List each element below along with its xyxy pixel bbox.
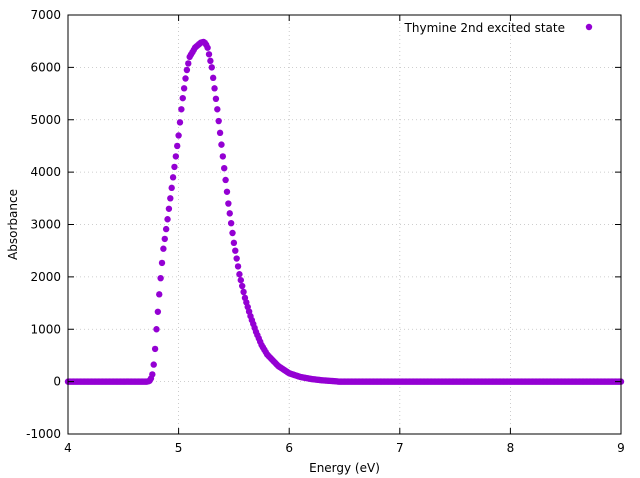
data-point [164,216,171,223]
data-point [219,153,227,160]
data-point [156,291,163,298]
data-point [171,163,178,171]
data-point [215,117,222,125]
data-point [175,132,182,139]
data-point [229,229,236,237]
data-point [221,165,228,172]
x-tick-label: 9 [617,441,625,455]
data-point [216,129,224,137]
data-point [151,345,159,353]
data-point [183,66,191,74]
x-axis-label: Energy (eV) [309,461,380,475]
data-point [169,174,177,181]
data-point [182,75,189,82]
data-point [153,326,160,333]
data-point [207,57,214,65]
legend: Thymine 2nd excited state [404,21,593,35]
x-tick-label: 7 [396,441,404,455]
y-tick-label: 1000 [30,322,61,336]
data-point [176,119,184,126]
data-point [212,95,220,103]
data-point [174,142,181,150]
data-marks [64,38,625,385]
y-axis-label: Absorbance [6,189,20,260]
data-point [232,247,239,254]
x-tick-label: 8 [507,441,515,455]
data-point [160,245,167,252]
data-point [205,51,213,58]
data-point [222,176,229,184]
legend-label: Thymine 2nd excited state [404,21,565,35]
data-point [236,271,243,278]
data-point [154,308,162,315]
y-tick-label: 4000 [30,165,61,179]
data-point [158,259,166,267]
data-point [150,361,157,368]
y-tick-label: 5000 [30,113,61,127]
data-point [208,64,215,71]
legend-marker [585,23,593,31]
data-point [223,188,231,195]
data-point [218,141,225,148]
data-point [214,106,221,113]
data-point [179,94,186,102]
y-tick-labels: -1000 0 1000 2000 3000 4000 5000 6000 7000 [26,8,61,441]
data-point [167,195,174,202]
data-point [157,274,164,282]
data-point [180,85,188,92]
y-tick-label: 6000 [30,60,61,74]
x-tick-label: 6 [285,441,293,455]
data-point [233,255,240,262]
axis-ticks [67,14,622,435]
data-point [234,263,242,270]
y-tick-label: -1000 [26,427,61,441]
data-point [162,225,170,233]
data-point [227,219,235,227]
data-point [240,288,247,296]
data-point [185,60,192,67]
data-point [211,85,218,92]
data-point [161,235,168,243]
data-point [204,44,211,51]
x-tick-label: 5 [175,441,183,455]
y-tick-label: 3000 [30,218,61,232]
y-tick-label: 7000 [30,8,61,22]
data-point [178,106,185,113]
x-tick-labels: 4 5 6 7 8 9 [64,441,625,455]
data-point [209,74,217,82]
y-tick-label: 0 [53,375,61,389]
data-point [239,282,246,290]
data-point [149,371,156,378]
x-tick-label: 4 [64,441,72,455]
data-point [237,276,245,284]
data-point [230,239,238,247]
y-tick-label: 2000 [30,270,61,284]
data-point [168,184,175,192]
data-point [226,210,233,217]
data-point [225,200,232,207]
data-point [172,153,180,160]
data-point [165,205,173,212]
